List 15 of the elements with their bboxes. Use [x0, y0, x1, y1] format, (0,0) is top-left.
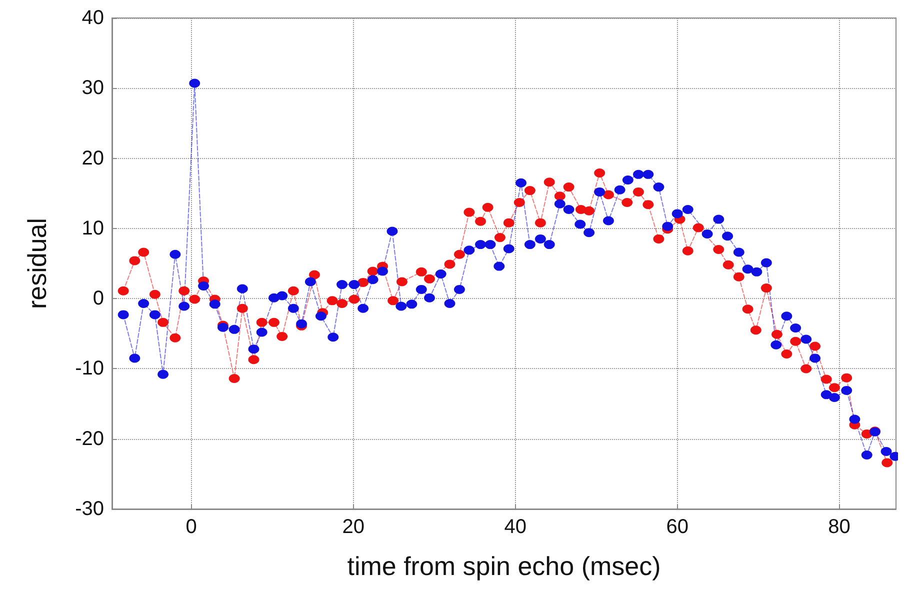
x-tick-label: 40 — [504, 516, 526, 538]
y-tick-label: 10 — [82, 217, 104, 240]
y-tick-label: 20 — [82, 147, 104, 170]
y-axis-title: residual — [22, 218, 52, 310]
x-tick-label: 80 — [828, 516, 850, 538]
y-tick-label: -30 — [75, 498, 104, 520]
y-tick-label: 40 — [82, 7, 104, 29]
x-tick-label: 20 — [342, 516, 364, 538]
x-tick-label: 0 — [186, 516, 197, 538]
y-tick-label: 30 — [82, 77, 104, 100]
y-tick-label: -20 — [75, 428, 104, 450]
x-axis-title: time from spin echo (msec) — [347, 551, 661, 581]
x-tick-label: 60 — [666, 516, 688, 538]
y-tick-label: 0 — [92, 288, 104, 310]
y-tick-label: -10 — [75, 358, 104, 380]
